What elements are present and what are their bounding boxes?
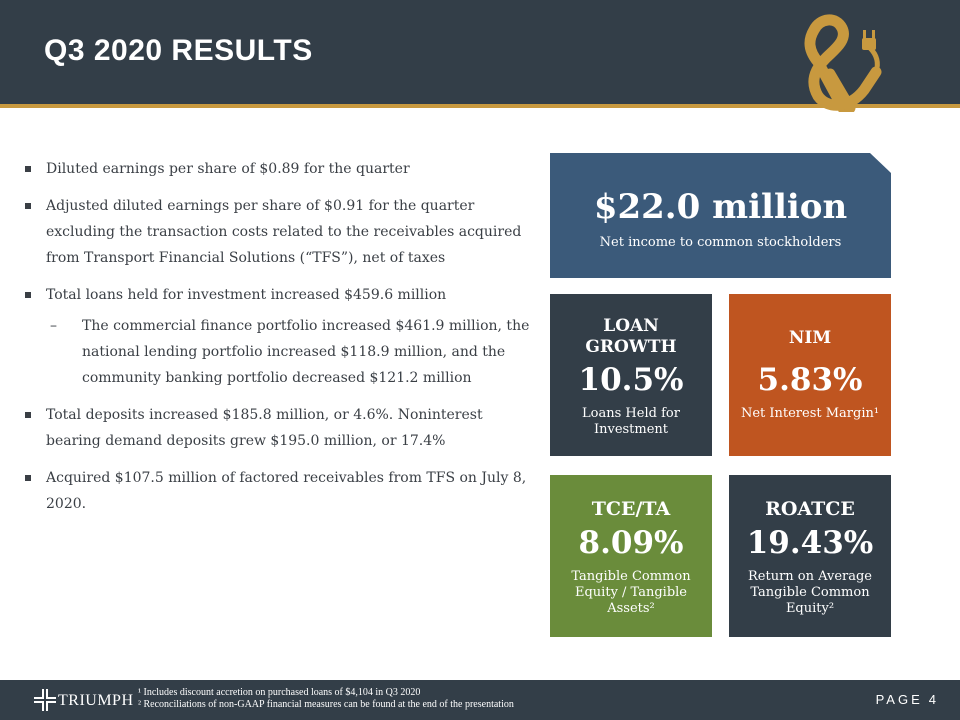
tile-value: 19.43% xyxy=(746,525,874,561)
header-accent-rule xyxy=(0,104,960,108)
slide-footer: TRIUMPH ¹ Includes discount accretion on… xyxy=(0,680,960,720)
brand-name: TRIUMPH xyxy=(58,692,134,709)
page-label: PAGE xyxy=(875,692,923,707)
slide-title: Q3 2020 RESULTS xyxy=(44,34,313,67)
slide-header: Q3 2020 RESULTS xyxy=(0,0,960,112)
triumph-logo: TRIUMPH xyxy=(34,688,144,712)
page-number: 4 xyxy=(928,692,936,707)
loan-growth-tile: LOAN GROWTH 10.5% Loans Held for Investm… xyxy=(550,294,712,456)
net-income-callout: $22.0 million Net income to common stock… xyxy=(550,153,891,278)
footnote-1: ¹ Includes discount accretion on purchas… xyxy=(138,687,421,698)
triumph-cross-icon xyxy=(34,689,56,711)
tile-value: 8.09% xyxy=(578,525,684,561)
bullet-loans: Total loans held for investment increase… xyxy=(24,282,534,308)
net-income-label: Net income to common stockholders xyxy=(599,235,842,250)
tile-heading: ROATCE xyxy=(765,498,855,520)
footnotes: ¹ Includes discount accretion on purchas… xyxy=(138,687,514,711)
tile-value: 10.5% xyxy=(578,362,684,398)
roatce-tile: ROATCE 19.43% Return on Average Tangible… xyxy=(729,475,891,637)
tile-heading: LOAN GROWTH xyxy=(585,316,677,357)
net-income-value: $22.0 million xyxy=(593,187,848,227)
tile-caption: Net Interest Margin¹ xyxy=(740,406,880,421)
sub-bullet-portfolios: The commercial finance portfolio increas… xyxy=(24,313,534,391)
tile-heading: TCE/TA xyxy=(591,498,671,520)
bullet-diluted-eps: Diluted earnings per share of $0.89 for … xyxy=(24,156,534,182)
bullet-acquisition: Acquired $107.5 million of factored rece… xyxy=(24,465,534,517)
results-bullet-list: Diluted earnings per share of $0.89 for … xyxy=(24,156,534,528)
ampersand-plug-icon xyxy=(804,14,882,112)
tile-caption: Return on Average Tangible Common Equity… xyxy=(747,569,872,616)
tce-ta-tile: TCE/TA 8.09% Tangible Common Equity / Ta… xyxy=(550,475,712,637)
bullet-adjusted-eps: Adjusted diluted earnings per share of $… xyxy=(24,193,534,271)
tile-caption: Tangible Common Equity / Tangible Assets… xyxy=(571,569,691,616)
tile-heading: NIM xyxy=(788,328,832,348)
tile-caption: Loans Held for Investment xyxy=(582,406,680,437)
page-indicator: PAGE 4 xyxy=(876,692,936,707)
footnote-2: ² Reconciliations of non-GAAP financial … xyxy=(138,699,514,710)
tile-value: 5.83% xyxy=(757,362,863,398)
nim-tile: NIM 5.83% Net Interest Margin¹ xyxy=(729,294,891,456)
bullet-deposits: Total deposits increased $185.8 million,… xyxy=(24,402,534,454)
